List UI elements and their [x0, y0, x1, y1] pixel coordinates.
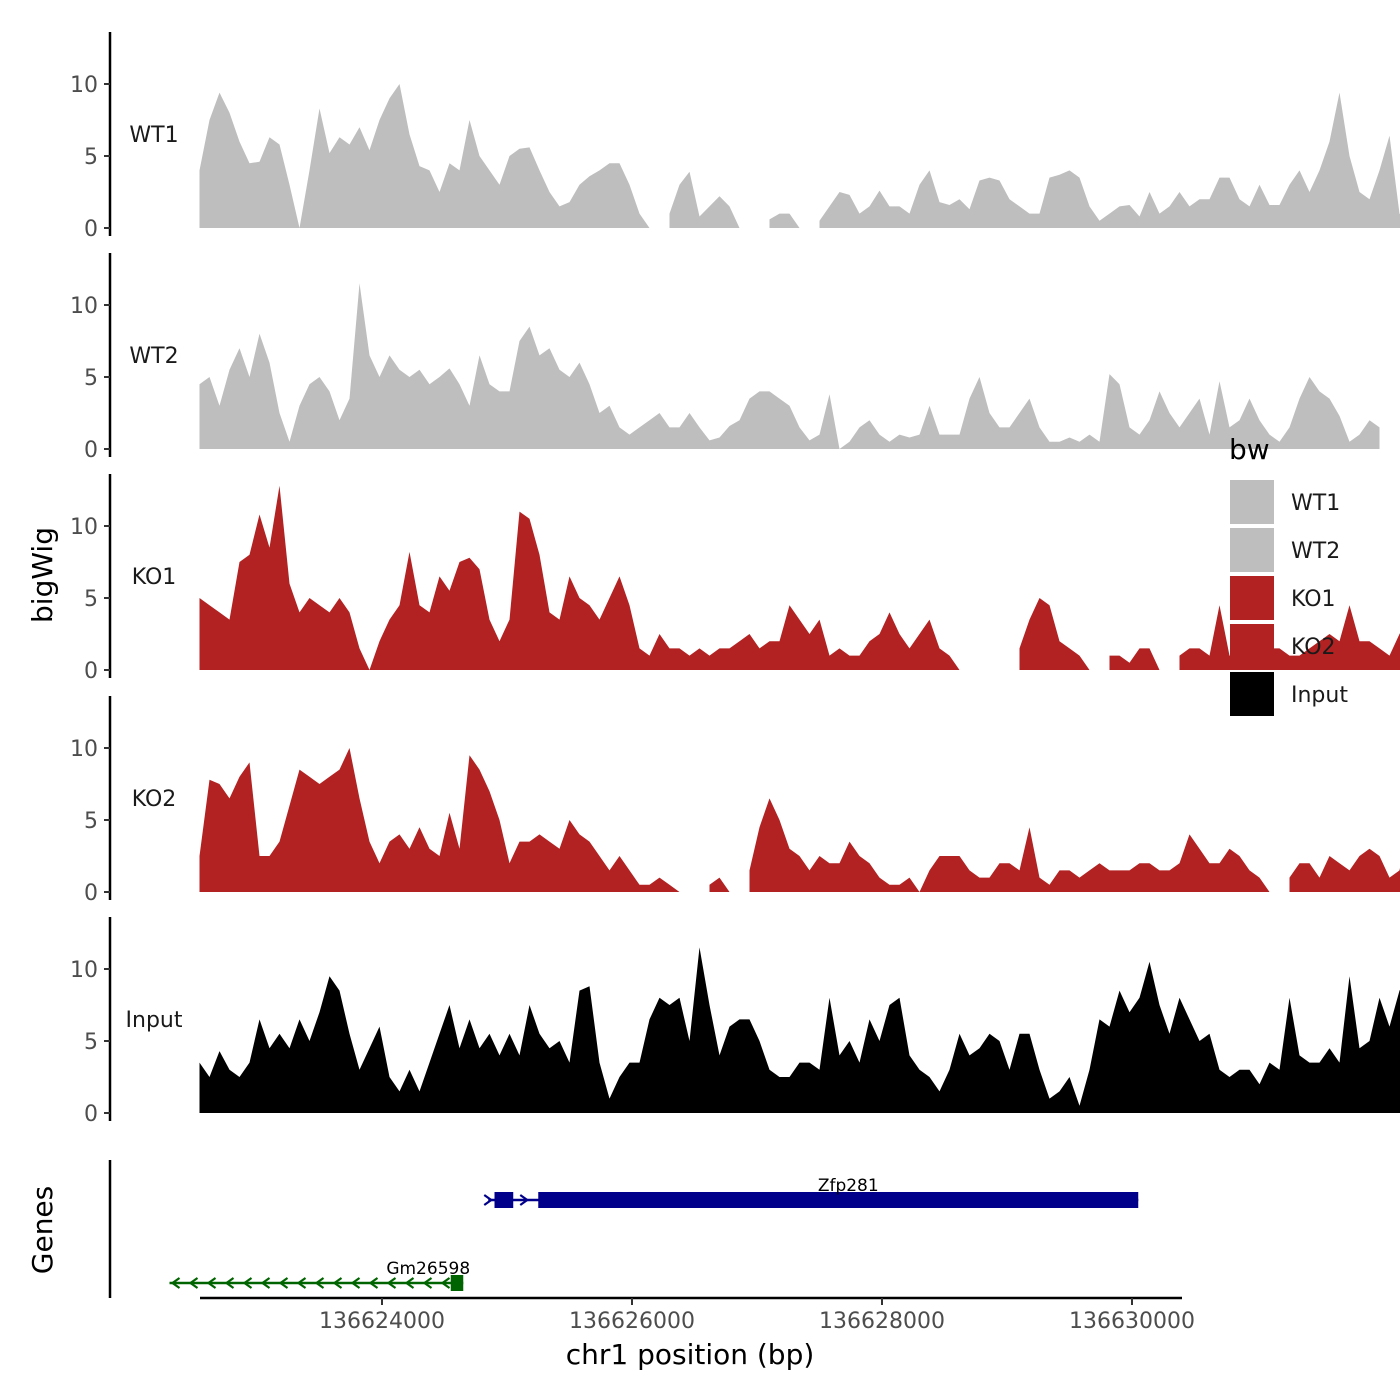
y-tick-label: 0: [84, 881, 98, 906]
legend-label-ko2: KO2: [1291, 635, 1336, 660]
area-wt2-segment: [199, 283, 1380, 449]
strand-arrow-icon: [404, 1277, 415, 1289]
track-panel-input: 0 5 10 Input: [70, 917, 1400, 1127]
y-tick-label: 10: [70, 515, 98, 540]
genes-axis-title: Genes: [26, 1186, 59, 1274]
x-tick-label: 136630000: [1069, 1309, 1195, 1334]
legend: bw WT1 WT2 KO1 KO2 Input: [1229, 433, 1348, 716]
area-ko1-segment: [1019, 598, 1090, 670]
area-wt1-segment: [199, 84, 650, 228]
y-tick-label: 10: [70, 294, 98, 319]
y-tick-label: 10: [70, 737, 98, 762]
track-panel-wt1: 0 5 10 WT1: [70, 32, 1400, 242]
y-tick-label: 5: [84, 809, 98, 834]
legend-swatch-ko2: [1230, 624, 1274, 668]
y-tick-label: 0: [84, 217, 98, 242]
area-ko2-segment: [199, 748, 680, 892]
strand-arrow-icon: [422, 1277, 433, 1289]
area-ko2-segment: [709, 877, 730, 892]
strand-arrow-icon: [206, 1277, 217, 1289]
y-tick-label: 5: [84, 366, 98, 391]
y-tick-label: 5: [84, 145, 98, 170]
legend-swatch-wt2: [1230, 528, 1274, 572]
strand-arrow-icon: [278, 1277, 289, 1289]
x-axis-title: chr1 position (bp): [566, 1338, 815, 1371]
gene-track: Gm26598 Zfp281: [108, 1160, 1139, 1298]
legend-swatch-input: [1230, 672, 1274, 716]
legend-label-input: Input: [1291, 683, 1348, 708]
track-label-wt2: WT2: [129, 344, 178, 369]
strand-arrow-icon: [440, 1277, 451, 1289]
x-tick-label: 136624000: [319, 1309, 445, 1334]
track-panels: 0 5 10 WT1 0 5 10 WT2 0 5 10 KO1 0 5 10 KO2 0 5 10 Input: [70, 32, 1400, 1127]
legend-label-wt1: WT1: [1291, 491, 1340, 516]
track-label-ko2: KO2: [132, 787, 177, 812]
exon: [494, 1192, 514, 1208]
legend-label-wt2: WT2: [1291, 539, 1340, 564]
legend-title: bw: [1229, 433, 1270, 466]
area-wt1-segment: [669, 171, 740, 228]
strand-arrow-icon: [224, 1277, 235, 1289]
area-wt1-segment: [819, 92, 1400, 228]
strand-arrow-icon: [519, 1194, 530, 1206]
strand-arrow-icon: [260, 1277, 271, 1289]
y-tick-label: 5: [84, 587, 98, 612]
y-tick-label: 10: [70, 958, 98, 983]
strand-arrow-icon: [242, 1277, 253, 1289]
gene-label: Zfp281: [818, 1176, 879, 1196]
strand-arrow-icon: [296, 1277, 307, 1289]
legend-swatch-ko1: [1230, 576, 1274, 620]
x-tick-label: 136626000: [569, 1309, 695, 1334]
strand-arrow-icon: [350, 1277, 361, 1289]
x-axis: 136624000 136626000 136628000 136630000: [200, 1296, 1195, 1334]
area-input-segment: [199, 947, 1400, 1113]
track-panel-ko2: 0 5 10 KO2: [70, 696, 1400, 906]
track-panel-wt2: 0 5 10 WT2: [70, 253, 1380, 463]
track-panel-ko1: 0 5 10 KO1: [70, 474, 1400, 684]
exon: [450, 1275, 464, 1291]
strand-arrow-icon: [188, 1277, 199, 1289]
legend-swatch-wt1: [1230, 480, 1274, 524]
area-ko1-segment: [1179, 605, 1400, 670]
gene-label: Gm26598: [386, 1259, 470, 1279]
track-label-input: Input: [126, 1008, 183, 1033]
legend-label-ko1: KO1: [1291, 587, 1336, 612]
track-label-ko1: KO1: [132, 565, 177, 590]
y-tick-label: 5: [84, 1030, 98, 1055]
area-ko2-segment: [1289, 848, 1400, 892]
y-tick-label: 0: [84, 438, 98, 463]
y-axis-title: bigWig: [26, 527, 59, 623]
strand-arrow-icon: [332, 1277, 343, 1289]
area-ko2-segment: [749, 798, 1270, 892]
strand-arrow-icon: [170, 1277, 181, 1289]
gene-zfp281: Zfp281: [483, 1176, 1139, 1208]
strand-arrow-icon: [368, 1277, 379, 1289]
strand-arrow-icon: [314, 1277, 325, 1289]
gene-gm26598: Gm26598: [169, 1259, 470, 1291]
y-tick-label: 0: [84, 1102, 98, 1127]
area-ko1-segment: [199, 485, 960, 670]
strand-arrow-icon: [386, 1277, 397, 1289]
x-tick-label: 136628000: [819, 1309, 945, 1334]
exon: [538, 1192, 1139, 1208]
strand-arrow-icon: [483, 1194, 494, 1206]
area-wt1-segment: [769, 213, 800, 228]
y-tick-label: 10: [70, 73, 98, 98]
track-label-wt1: WT1: [129, 123, 178, 148]
y-tick-label: 0: [84, 659, 98, 684]
area-ko1-segment: [1109, 648, 1160, 670]
